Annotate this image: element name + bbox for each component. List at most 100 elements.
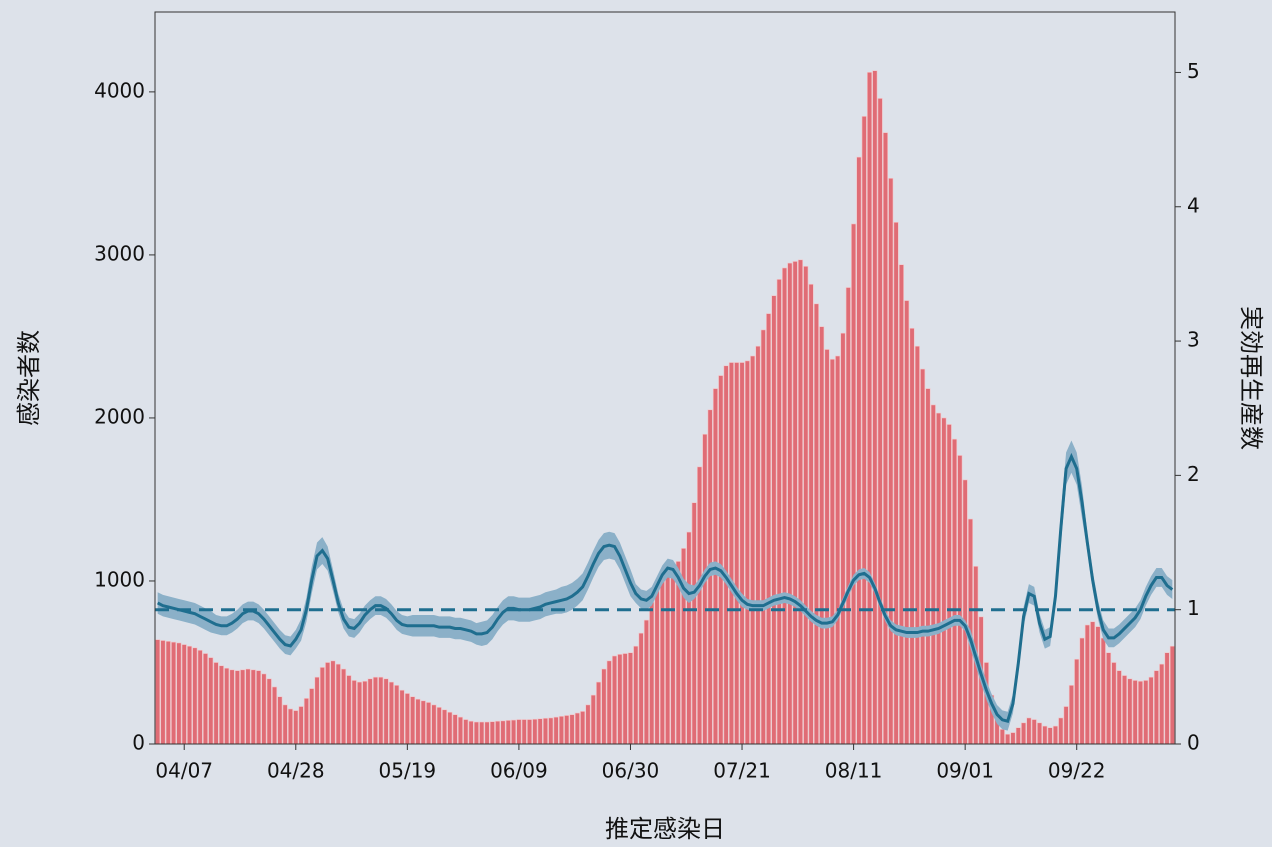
bar <box>1122 675 1128 745</box>
bar <box>479 721 485 745</box>
bar <box>399 689 405 745</box>
bar <box>936 412 942 745</box>
bar <box>319 667 325 745</box>
bar <box>171 641 177 745</box>
bar <box>569 714 575 745</box>
bar <box>1005 733 1011 745</box>
bar <box>287 708 293 745</box>
bar <box>1132 680 1138 745</box>
bar <box>298 706 304 745</box>
bar <box>1042 725 1048 745</box>
bar <box>176 642 182 745</box>
bar <box>463 719 469 745</box>
y2-tick-label: 3 <box>1187 328 1200 352</box>
bar <box>1090 621 1096 745</box>
bar <box>473 721 479 745</box>
bar <box>670 564 676 745</box>
bar <box>696 466 703 745</box>
bar <box>643 619 649 745</box>
x-tick-label: 09/01 <box>936 759 994 783</box>
bar <box>829 358 835 745</box>
bar <box>441 709 448 745</box>
bar <box>590 694 596 745</box>
x-tick-label: 04/28 <box>267 759 325 783</box>
bar <box>1164 652 1170 745</box>
bar <box>165 640 171 745</box>
bar <box>574 712 580 745</box>
bar <box>484 721 490 745</box>
bar <box>367 678 373 745</box>
bar <box>495 720 501 745</box>
bar <box>766 313 772 745</box>
bar <box>511 719 517 745</box>
x-tick-label: 06/30 <box>602 759 660 783</box>
bar <box>739 362 745 745</box>
bar <box>1031 719 1037 745</box>
bar <box>1084 624 1090 745</box>
bar <box>638 632 644 745</box>
bar <box>606 660 612 745</box>
bar <box>537 718 543 745</box>
bar <box>256 670 262 745</box>
confidence-band <box>157 440 1173 731</box>
bar <box>877 98 883 745</box>
bar <box>1010 732 1016 745</box>
bar <box>819 326 825 745</box>
bar <box>755 345 761 745</box>
bar <box>335 663 341 745</box>
bar <box>824 349 830 745</box>
bar <box>691 502 697 745</box>
bar <box>750 355 756 745</box>
bar <box>728 362 734 745</box>
bar <box>951 438 958 745</box>
bar <box>941 417 947 745</box>
bar <box>293 710 299 745</box>
x-axis-label: 推定感染日 <box>605 815 725 843</box>
bar <box>776 279 782 745</box>
bar <box>192 647 198 745</box>
bar <box>532 718 538 745</box>
bar <box>240 669 246 745</box>
bar <box>760 329 766 745</box>
bar <box>957 455 963 745</box>
y2-tick-label: 5 <box>1187 59 1200 83</box>
bar <box>362 680 368 745</box>
x-tick-label: 05/19 <box>379 759 437 783</box>
bar <box>803 266 809 745</box>
bar <box>245 668 251 745</box>
bar <box>649 601 655 745</box>
bar <box>1047 727 1053 745</box>
bar <box>197 649 203 745</box>
bar <box>542 717 548 745</box>
bar <box>420 700 426 745</box>
bar <box>787 262 793 745</box>
bar <box>914 345 920 745</box>
bar <box>744 360 750 745</box>
bar <box>622 653 628 745</box>
bar <box>224 667 230 745</box>
bar <box>1106 652 1112 745</box>
plot-frame <box>154 11 1176 745</box>
bar <box>452 714 458 745</box>
y2-tick-label: 2 <box>1187 462 1200 486</box>
bar <box>665 567 671 745</box>
bar <box>585 704 591 745</box>
bar <box>851 223 857 745</box>
bar <box>351 680 357 745</box>
bar <box>261 673 267 745</box>
y2-axis-label: 実効再生産数 <box>1237 306 1265 450</box>
y-tick-label: 4000 <box>94 78 145 102</box>
bar <box>920 368 926 745</box>
bar <box>457 716 463 745</box>
bar <box>181 644 187 745</box>
x-tick-label: 06/09 <box>490 759 548 783</box>
bar <box>1148 676 1154 745</box>
bar <box>218 665 224 745</box>
bar <box>580 711 586 745</box>
bar <box>526 719 533 745</box>
bar <box>909 327 915 745</box>
y2-tick-label: 4 <box>1187 193 1200 217</box>
bar <box>372 676 378 745</box>
bar <box>330 660 336 745</box>
